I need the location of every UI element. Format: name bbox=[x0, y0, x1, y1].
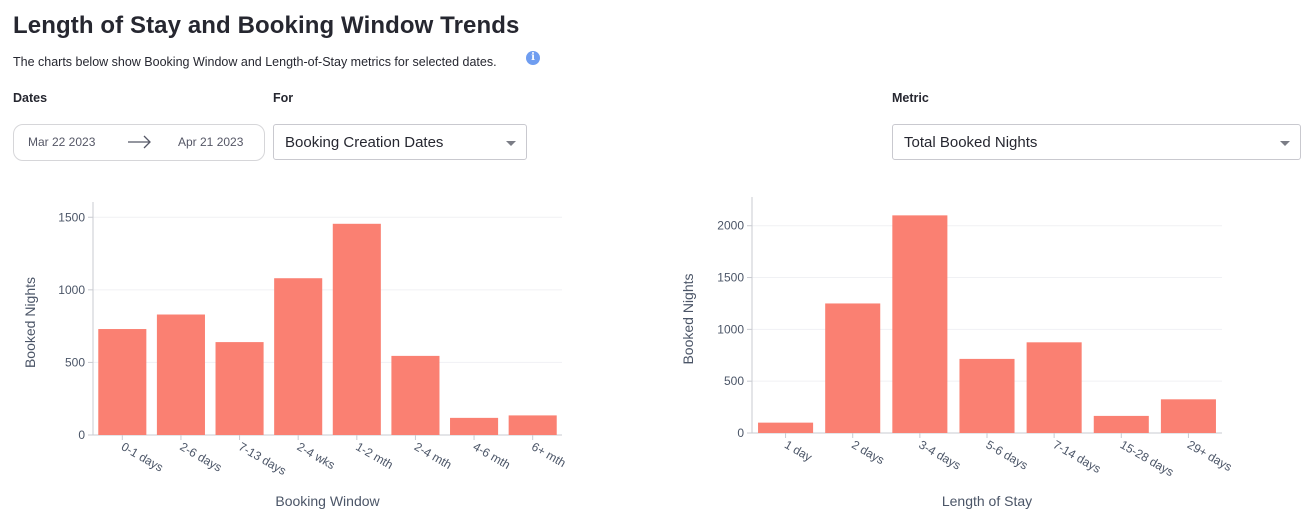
for-select[interactable]: Booking Creation Dates bbox=[273, 124, 527, 160]
booking-window-bar bbox=[156, 314, 205, 435]
arrow-right-icon bbox=[128, 135, 151, 149]
length-of-stay-x-tick-label: 1 day bbox=[782, 437, 814, 464]
length-of-stay-y-tick-label: 500 bbox=[724, 374, 744, 388]
booking-window-bar bbox=[332, 223, 381, 435]
length-of-stay-x-tick-label: 5-6 days bbox=[984, 437, 1031, 472]
booking-window-bar bbox=[274, 278, 323, 435]
booking-window-bar bbox=[391, 355, 440, 435]
booking-window-x-tick-label: 2-6 days bbox=[177, 439, 224, 474]
chevron-down-icon bbox=[1280, 141, 1290, 146]
booking-window-x-axis-title: Booking Window bbox=[275, 493, 380, 509]
booking-window-x-tick-label: 2-4 wks bbox=[295, 439, 338, 472]
booking-window-x-tick-label: 6+ mth bbox=[529, 439, 568, 470]
date-end-input[interactable]: Apr 21 2023 bbox=[178, 135, 244, 149]
length-of-stay-y-tick-label: 2000 bbox=[717, 219, 744, 233]
length-of-stay-y-tick-label: 1000 bbox=[717, 322, 744, 336]
for-label: For bbox=[273, 91, 294, 105]
booking-window-bar bbox=[450, 417, 499, 435]
date-range-picker[interactable]: Mar 22 2023 Apr 21 2023 bbox=[13, 124, 265, 161]
length-of-stay-bar bbox=[825, 303, 881, 433]
booking-window-x-tick-label: 1-2 mth bbox=[353, 439, 395, 471]
booking-window-y-axis-title: Booked Nights bbox=[22, 277, 38, 368]
booking-window-bar bbox=[508, 415, 557, 435]
length-of-stay-x-axis-title: Length of Stay bbox=[942, 493, 1032, 509]
length-of-stay-x-tick-label: 2 days bbox=[849, 437, 887, 467]
metric-label: Metric bbox=[892, 91, 929, 105]
booking-window-y-tick-label: 0 bbox=[78, 428, 85, 442]
dates-label: Dates bbox=[13, 91, 48, 105]
length-of-stay-x-tick-label: 7-14 days bbox=[1051, 437, 1104, 475]
length-of-stay-x-tick-label: 29+ days bbox=[1185, 437, 1234, 474]
length-of-stay-x-tick-label: 3-4 days bbox=[916, 437, 963, 472]
length-of-stay-y-tick-label: 1500 bbox=[717, 271, 744, 285]
booking-window-x-tick-label: 2-4 mth bbox=[412, 439, 454, 471]
metric-select[interactable]: Total Booked Nights bbox=[892, 124, 1301, 160]
length-of-stay-bar bbox=[758, 422, 814, 433]
booking-window-y-tick-label: 1500 bbox=[58, 210, 85, 224]
length-of-stay-bar bbox=[1160, 399, 1216, 433]
booking-window-bar bbox=[98, 329, 147, 435]
metric-select-value: Total Booked Nights bbox=[904, 134, 1038, 151]
booking-window-x-tick-label: 0-1 days bbox=[119, 439, 166, 474]
length-of-stay-bar bbox=[892, 215, 948, 433]
length-of-stay-chart-svg: 0 500 1000 1500 2000 1 day 2 days 3-4 days 5-6 d… bbox=[680, 197, 1234, 509]
booking-window-bar bbox=[215, 342, 264, 435]
length-of-stay-y-tick-label: 0 bbox=[737, 426, 744, 440]
length-of-stay-y-axis-title: Booked Nights bbox=[680, 273, 696, 364]
booking-window-x-tick-label: 7-13 days bbox=[236, 439, 289, 477]
page-title: Length of Stay and Booking Window Trends bbox=[13, 12, 520, 39]
booking-window-x-tick-label: 4-6 mth bbox=[471, 439, 513, 471]
length-of-stay-x-tick-label: 15-28 days bbox=[1118, 437, 1176, 479]
chevron-down-icon bbox=[506, 141, 516, 146]
booking-window-chart: 0 500 1000 1500 0-1 days 2-6 days 7-13 days 2-4… bbox=[0, 195, 620, 515]
length-of-stay-bar bbox=[1026, 342, 1082, 433]
length-of-stay-bar bbox=[959, 358, 1015, 433]
length-of-stay-bar bbox=[1093, 415, 1149, 433]
for-select-value: Booking Creation Dates bbox=[285, 134, 444, 151]
length-of-stay-chart: 0 500 1000 1500 2000 1 day 2 days 3-4 days 5-6 d… bbox=[660, 195, 1280, 515]
booking-window-y-tick-label: 500 bbox=[65, 355, 85, 369]
page-subtitle: The charts below show Booking Window and… bbox=[13, 55, 497, 69]
booking-window-y-tick-label: 1000 bbox=[58, 283, 85, 297]
info-icon[interactable]: i bbox=[526, 51, 540, 65]
date-start-input[interactable]: Mar 22 2023 bbox=[28, 135, 96, 149]
